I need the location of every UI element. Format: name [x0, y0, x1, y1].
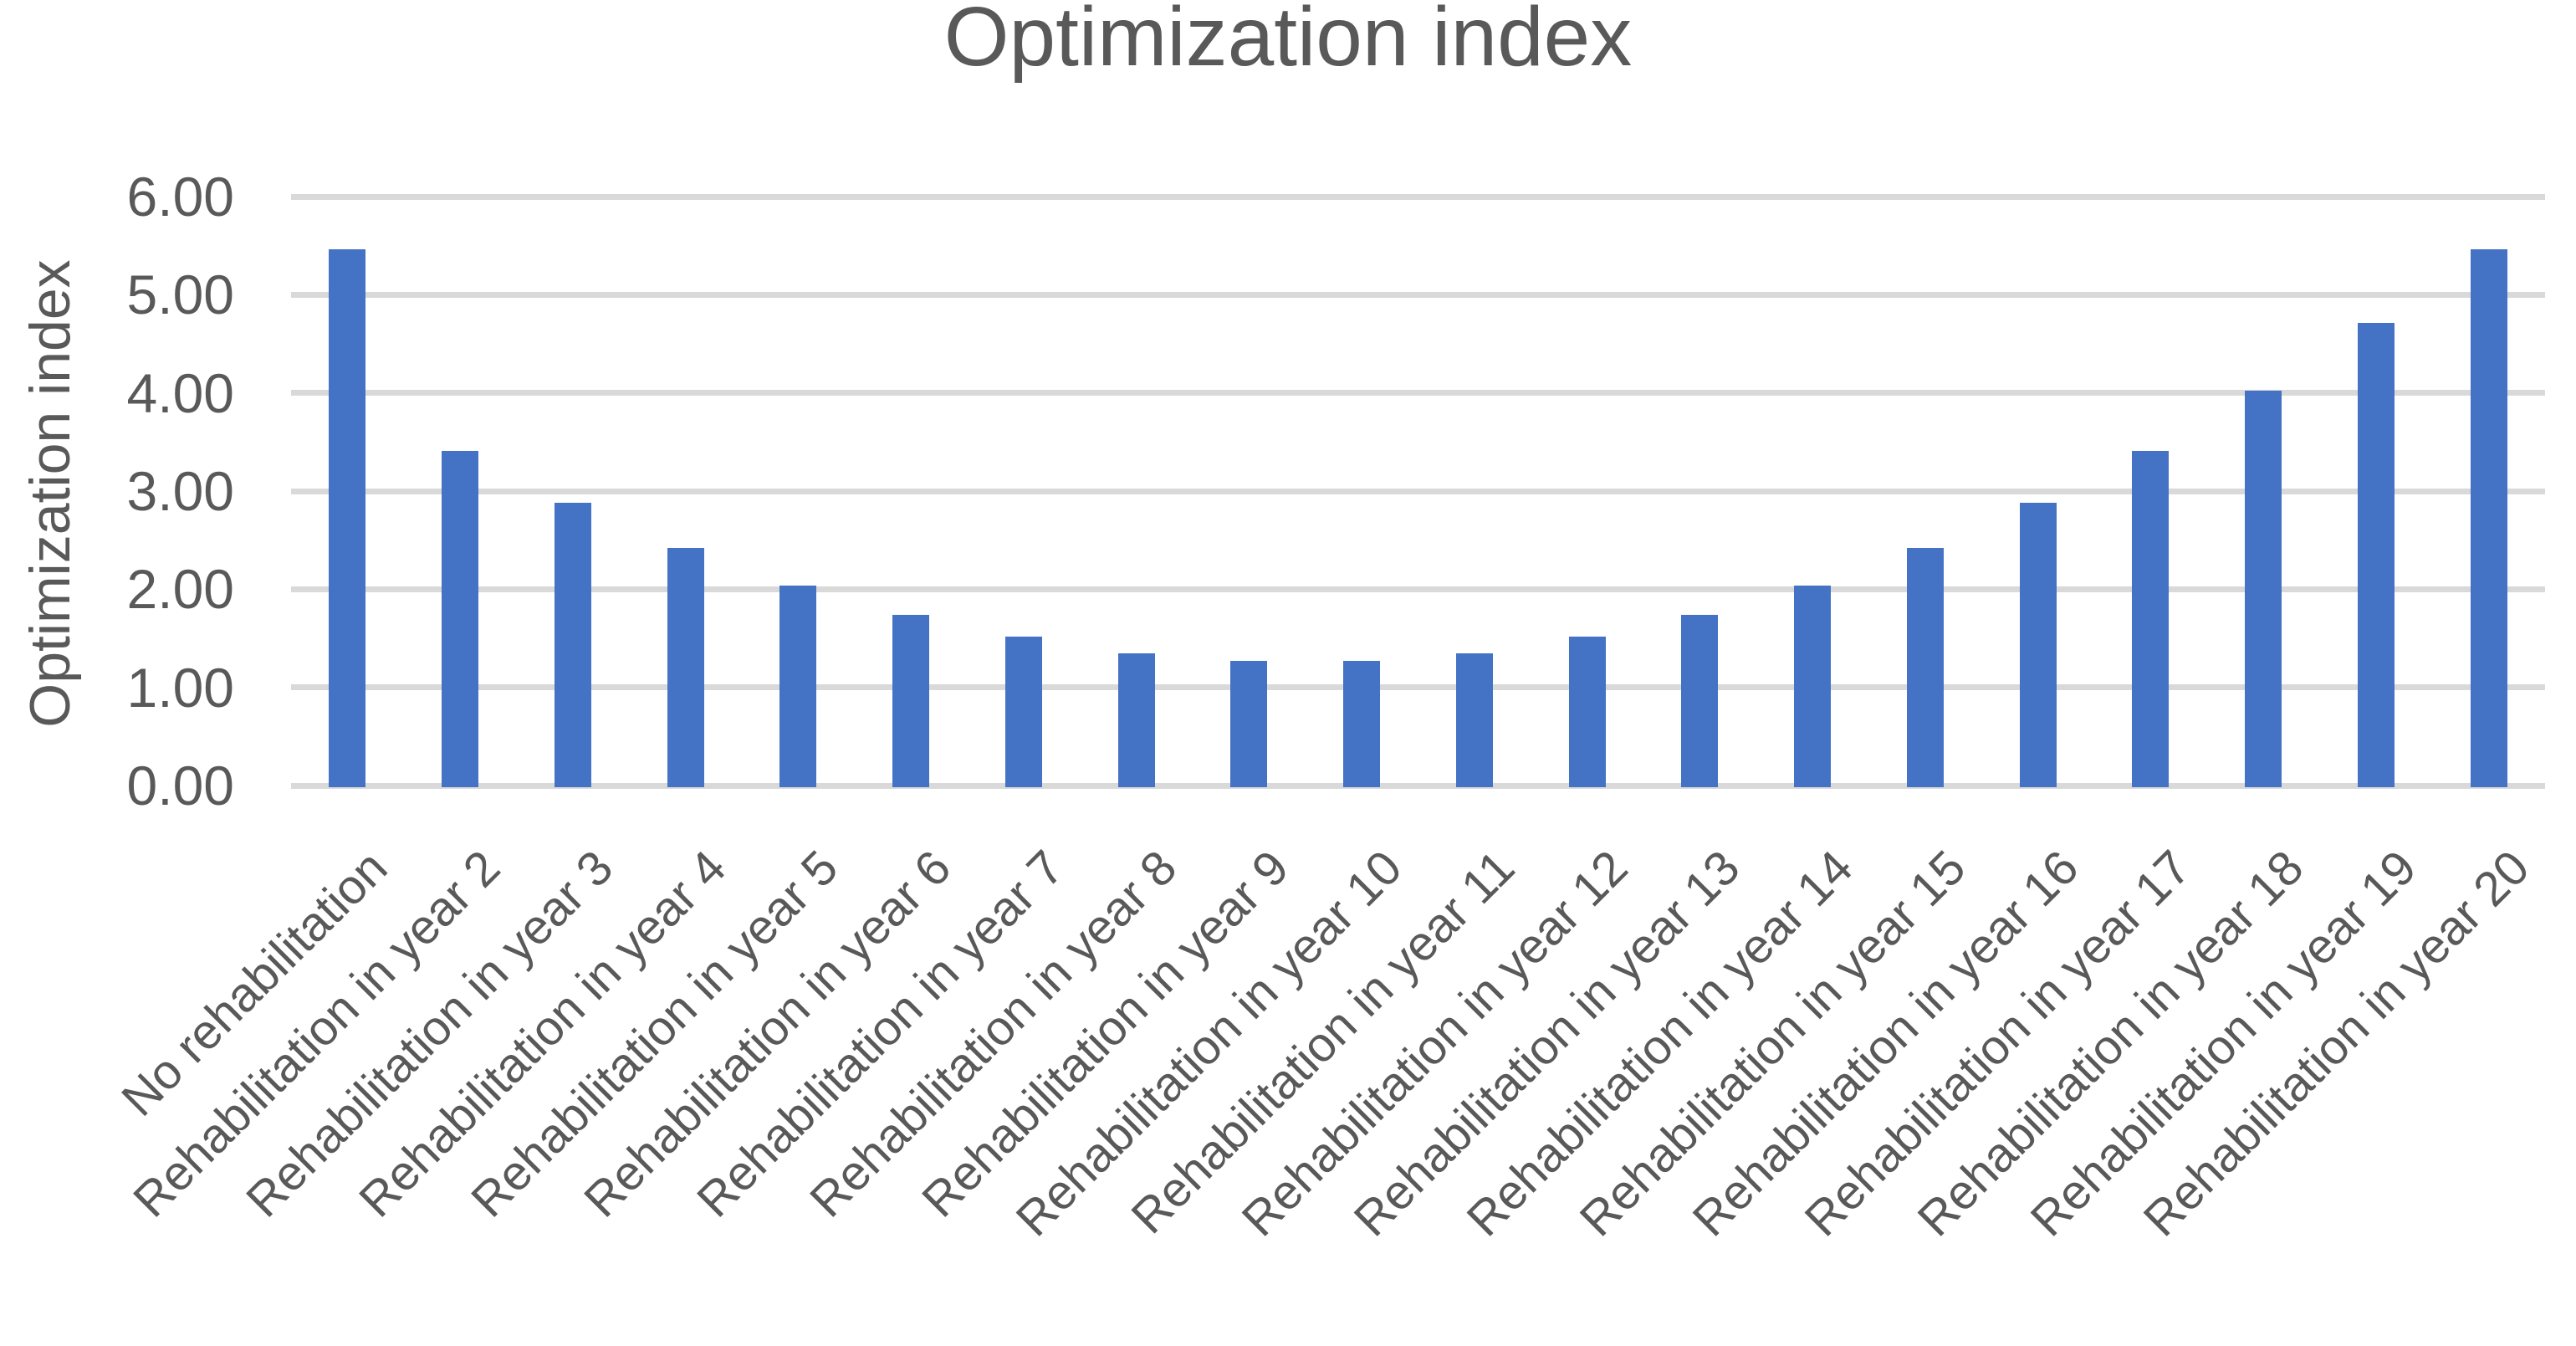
bar	[1569, 637, 1606, 787]
y-axis-tick-label: 4.00	[126, 361, 234, 424]
y-axis-tick-label: 1.00	[126, 656, 234, 719]
gridline	[291, 782, 2545, 789]
bar	[2245, 391, 2282, 787]
y-axis-tick-label: 0.00	[126, 755, 234, 816]
bar	[1907, 548, 1944, 787]
y-axis-tick-label: 2.00	[126, 558, 234, 621]
y-axis-tick-label: 3.00	[126, 460, 234, 522]
bar	[892, 615, 929, 787]
gridline	[291, 586, 2545, 592]
bar	[2471, 249, 2507, 787]
bar	[442, 451, 478, 787]
gridline	[291, 291, 2545, 298]
gridline	[291, 193, 2545, 200]
gridline	[291, 684, 2545, 691]
bar	[1681, 615, 1718, 787]
bar	[1794, 586, 1831, 787]
bar	[1005, 637, 1042, 787]
bar	[329, 249, 365, 787]
bar	[555, 503, 591, 787]
bar	[2132, 451, 2169, 787]
bar	[1118, 653, 1155, 787]
bar	[667, 548, 704, 787]
bar	[2358, 323, 2395, 787]
bar	[2020, 503, 2057, 787]
gridline	[291, 488, 2545, 494]
bar	[1456, 653, 1493, 787]
bar	[1343, 661, 1380, 787]
y-axis-tick-label: 5.00	[126, 264, 234, 326]
gridline	[291, 390, 2545, 397]
bar	[779, 586, 816, 787]
y-axis-tick-label: 6.00	[126, 166, 234, 228]
chart-title: Optimization index	[943, 0, 1633, 84]
bar	[1230, 661, 1267, 787]
